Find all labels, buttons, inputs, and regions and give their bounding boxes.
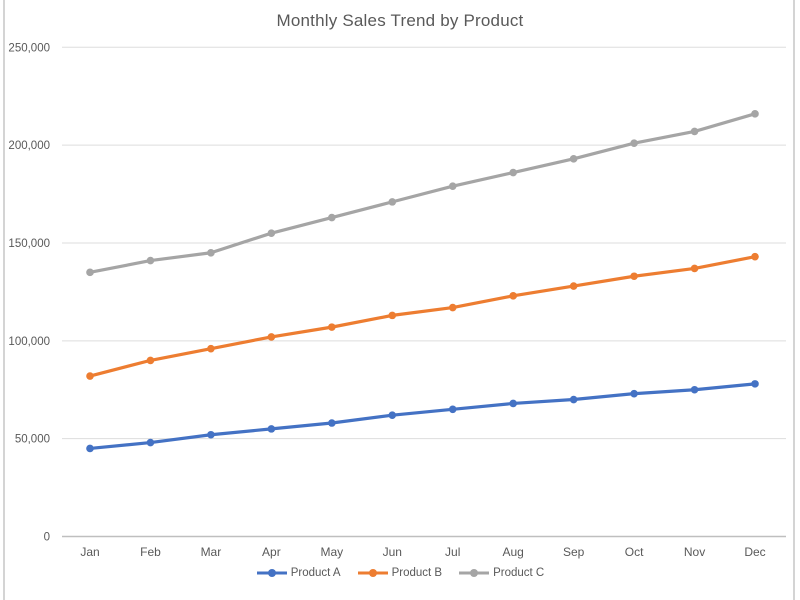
data-point-product-c	[690, 127, 699, 136]
data-point-product-c	[146, 256, 155, 265]
x-tick-label: Oct	[625, 545, 644, 559]
chart-title: Monthly Sales Trend by Product	[276, 11, 524, 30]
data-point-product-b	[146, 356, 155, 365]
series-line-product-a	[88, 382, 757, 451]
data-point-product-c	[86, 268, 94, 277]
data-point-product-a	[388, 411, 397, 419]
y-tick-label: 100,000	[8, 336, 50, 348]
series-line-product-b	[88, 255, 757, 378]
legend-item-product-c: Product C	[458, 567, 544, 579]
data-point-product-a	[751, 380, 759, 388]
data-point-product-b	[751, 252, 759, 261]
data-point-product-b	[569, 282, 578, 290]
y-tick-label: 200,000	[8, 140, 50, 152]
data-point-product-c	[569, 155, 578, 163]
x-tick-label: Feb	[140, 545, 161, 559]
chart-legend: Product A Product B Product C	[0, 567, 800, 579]
x-tick-label: Dec	[744, 545, 765, 559]
legend-label: Product C	[493, 567, 545, 579]
data-point-product-b	[328, 323, 336, 331]
data-point-product-a	[448, 405, 457, 414]
data-point-product-c	[267, 229, 276, 237]
data-point-product-c	[630, 139, 638, 147]
data-point-product-c	[207, 248, 215, 257]
series-line-product-c	[88, 112, 757, 274]
data-point-product-a	[146, 438, 155, 447]
data-point-product-a	[267, 425, 276, 433]
data-point-product-a	[328, 419, 336, 427]
data-point-product-c	[751, 110, 759, 118]
y-tick-label: 0	[44, 532, 50, 544]
legend-swatch-icon	[459, 569, 490, 577]
y-tick-label: 50,000	[15, 434, 50, 446]
canvas-right-border	[793, 0, 795, 600]
legend-swatch-icon	[256, 569, 287, 577]
data-point-product-b	[690, 264, 699, 273]
x-tick-label: Jun	[383, 545, 402, 559]
legend-swatch-icon	[357, 569, 388, 577]
data-point-product-a	[509, 399, 517, 408]
data-point-product-c	[509, 168, 517, 177]
x-tick-label: May	[320, 545, 343, 559]
data-point-product-b	[267, 333, 276, 341]
data-point-product-a	[207, 430, 215, 439]
x-tick-label: Apr	[262, 545, 281, 559]
data-point-product-c	[388, 198, 397, 206]
data-point-product-b	[630, 272, 638, 281]
x-tick-label: Sep	[563, 545, 585, 559]
y-tick-label: 150,000	[8, 238, 50, 250]
data-point-product-a	[569, 395, 578, 404]
data-point-product-a	[630, 389, 638, 398]
data-point-product-c	[448, 182, 457, 191]
data-point-product-b	[509, 292, 517, 300]
legend-item-product-b: Product B	[357, 567, 443, 579]
data-point-product-a	[86, 444, 94, 453]
x-tick-label: Jul	[445, 545, 460, 559]
data-point-product-b	[207, 344, 215, 353]
legend-label: Product A	[290, 567, 341, 579]
x-tick-label: Mar	[201, 545, 222, 559]
data-point-product-b	[448, 303, 457, 312]
data-point-product-b	[388, 311, 397, 320]
data-point-product-b	[86, 372, 94, 380]
x-tick-label: Jan	[80, 545, 99, 559]
x-tick-label: Aug	[503, 545, 524, 559]
legend-label: Product B	[391, 567, 443, 579]
y-tick-label: 250,000	[8, 42, 50, 54]
data-point-product-c	[328, 213, 336, 222]
plot-area: 0 50,000 100,000 150,000 200,000 250,000 Jan Fe…	[8, 42, 786, 559]
data-point-product-a	[690, 385, 699, 394]
canvas-left-border	[3, 0, 5, 600]
legend-item-product-a: Product A	[256, 567, 341, 579]
x-tick-label: Nov	[684, 545, 705, 559]
